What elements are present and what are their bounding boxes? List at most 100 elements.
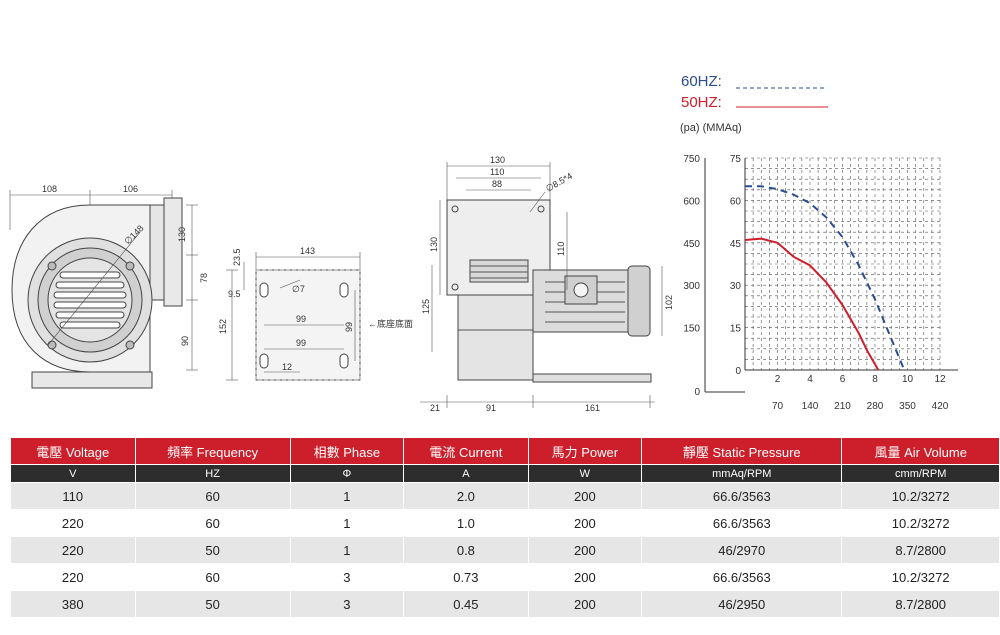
dim-front-90: 90 [180,336,190,346]
table-unit-cell: A [404,465,528,482]
table-cell: 220 [11,510,135,536]
table-cell: 46/2950 [642,591,842,617]
table-unit-cell: V [11,465,135,482]
table-cell: 200 [528,510,642,536]
chart-cfm-tick-label: 420 [932,401,949,412]
table-cell: 3 [290,564,404,590]
table-cell: 2.0 [404,483,528,509]
chart-cmm-tick-label: 6 [840,374,846,385]
table-cell: 66.6/3563 [642,483,842,509]
dim-side-88: 88 [492,179,502,189]
table-cell: 200 [528,537,642,563]
dim-side-161: 161 [585,403,600,413]
table-unit-cell: Φ [290,465,404,482]
dim-front-108: 108 [42,184,57,194]
table-cell: 10.2/3272 [842,510,999,536]
table-cell: 1.0 [404,510,528,536]
table-cell: 110 [11,483,135,509]
chart-units-label: (pa) (MMAq) [680,122,742,134]
table-cell: 1 [290,483,404,509]
dim-side-125: 125 [421,299,431,314]
chart-mmaq-tick-label: 30 [730,281,742,292]
table-cell: 66.6/3563 [642,564,842,590]
table-header-cell: 電壓 Voltage [11,438,135,464]
dim-base-23: 23.5 [232,248,242,266]
dim-base-12: 12 [282,362,292,372]
side-view-drawing [420,162,663,408]
table-header-cell: 頻率 Frequency [135,438,290,464]
chart-cfm-tick-label: 350 [899,401,916,412]
dim-base-152: 152 [218,319,228,334]
chart-mmaq-tick-label: 45 [730,239,742,250]
chart-pa-tick-label: 750 [683,154,700,165]
chart-cfm-tick-label: 210 [834,401,851,412]
chart-mmaq-tick-label: 15 [730,324,742,335]
table-cell: 50 [135,537,290,563]
table-cell: 8.7/2800 [842,591,999,617]
table-header-cell: 風量 Air Volume [842,438,999,464]
chart-series-50hz-line [744,237,880,371]
spec-table-header: 電壓 Voltage 頻率 Frequency 相數 Phase 電流 Current… [11,438,999,464]
dim-base-99c: 99 [344,322,354,332]
dim-front-130: 130 [177,227,187,242]
table-cell: 0.45 [404,591,528,617]
table-cell: 1 [290,537,404,563]
dim-base-hole: ∅7 [292,284,305,294]
table-header-cell: 馬力 Power [528,438,642,464]
dim-side-hole: ∅8.5*4 [544,171,574,194]
dim-side-130: 130 [490,155,505,165]
table-cell: 200 [528,564,642,590]
table-cell: 200 [528,483,642,509]
table-cell: 0.8 [404,537,528,563]
table-row: 220 50 1 0.8 200 46/2970 8.7/2800 [11,537,999,563]
dim-base-143: 143 [300,246,315,256]
chart-cmm-tick-label: 2 [775,374,781,385]
table-row: 110 60 1 2.0 200 66.6/3563 10.2/3272 [11,483,999,509]
table-cell: 220 [11,537,135,563]
chart-mmaq-tick-label: 0 [735,366,741,377]
table-cell: 50 [135,591,290,617]
chart-cfm-tick-label: 140 [802,401,819,412]
chart-cmm-tick-label: 10 [902,374,914,385]
table-cell: 220 [11,564,135,590]
table-cell: 0.73 [404,564,528,590]
table-cell: 60 [135,483,290,509]
table-cell: 46/2970 [642,537,842,563]
table-row: 220 60 1 1.0 200 66.6/3563 10.2/3272 [11,510,999,536]
table-cell: 10.2/3272 [842,564,999,590]
chart-pa-tick-label: 300 [683,281,700,292]
table-unit-cell: W [528,465,642,482]
dim-front-106: 106 [123,184,138,194]
technical-drawings: 108 106 ∅148 130 78 90 143 23.5 9.5 ∅7 9… [9,73,958,413]
chart-cmm-tick-label: 12 [934,374,946,385]
base-bottom-note: ←底座底面 [368,318,413,329]
table-cell: 66.6/3563 [642,510,842,536]
chart-series-60hz-line [745,185,906,371]
table-header-cell: 靜壓 Static Pressure [642,438,842,464]
chart-cfm-tick-label: 70 [772,401,784,412]
legend-60hz-label: 60HZ: [681,73,722,90]
dim-side-110v: 110 [556,242,566,256]
dim-base-99a: 99 [296,314,306,324]
table-unit-cell: HZ [135,465,290,482]
chart-mmaq-tick-label: 60 [730,196,742,207]
table-cell: 60 [135,510,290,536]
front-view-drawing [9,190,198,389]
table-cell: 8.7/2800 [842,537,999,563]
chart-cfm-tick-label: 280 [867,401,884,412]
table-cell: 60 [135,564,290,590]
dim-side-110: 110 [490,167,504,177]
table-cell: 3 [290,591,404,617]
table-header-cell: 相數 Phase [290,438,404,464]
dim-base-9: 9.5 [228,289,241,299]
spec-table: 電壓 Voltage 頻率 Frequency 相數 Phase 電流 Current… [10,437,1000,618]
table-cell: 1 [290,510,404,536]
chart-pa-tick-label: 150 [683,324,700,335]
chart-mmaq-tick-label: 75 [730,154,742,165]
dim-base-99b: 99 [296,338,306,348]
table-header-cell: 電流 Current [404,438,528,464]
table-unit-cell: cmm/RPM [842,465,999,482]
chart-pa-tick-label: 450 [683,239,700,250]
